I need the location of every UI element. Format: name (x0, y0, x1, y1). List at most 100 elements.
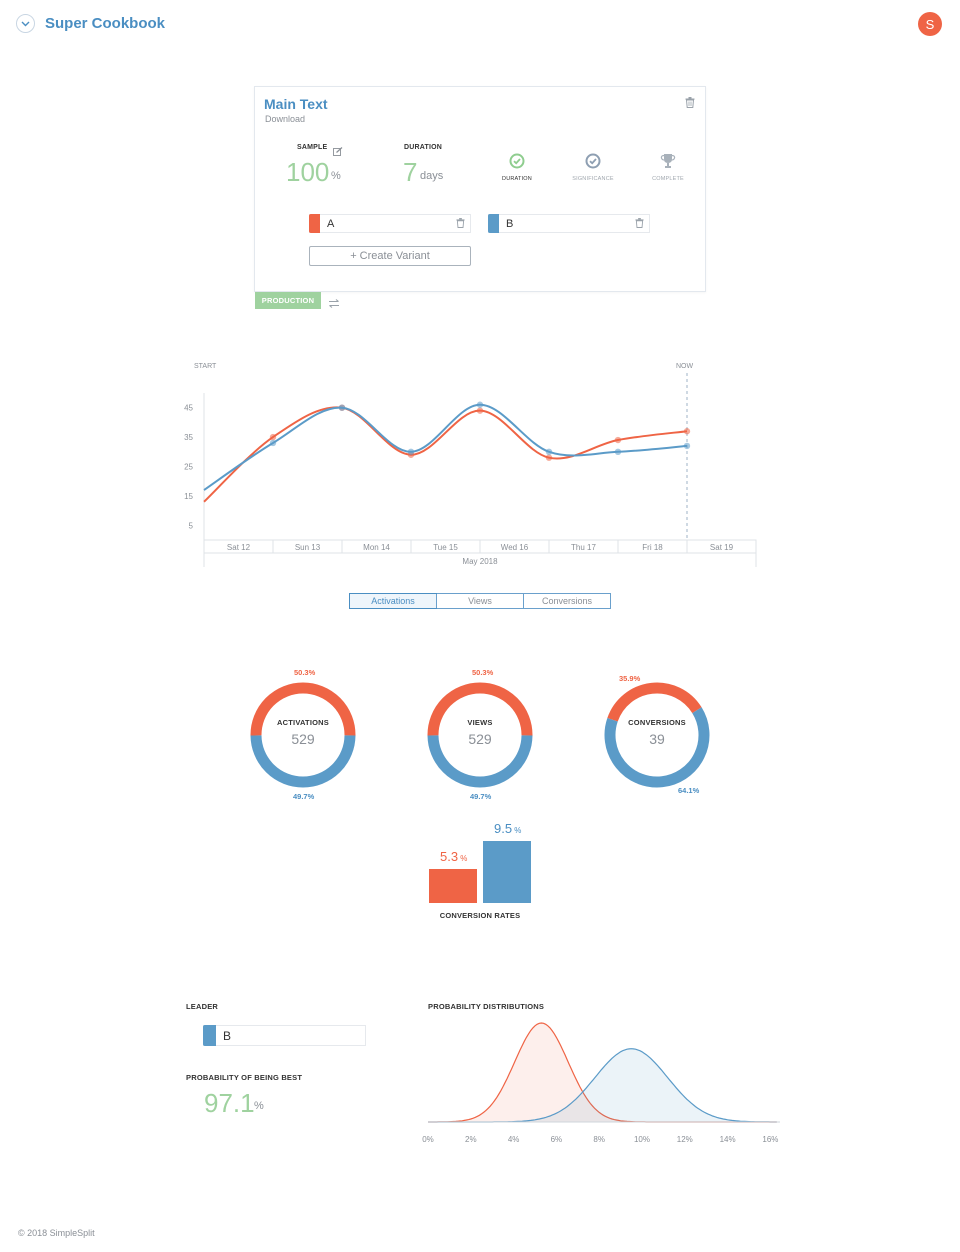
duration-label: DURATION (404, 144, 443, 151)
conversion-rates-title: CONVERSION RATES (439, 911, 521, 920)
step-complete-label: COMPLETE (652, 176, 684, 182)
variant-row-a[interactable]: A (309, 214, 471, 233)
delete-variant-a-button[interactable] (456, 215, 465, 233)
environment-badge[interactable]: PRODUCTION (255, 292, 321, 309)
variant-a-name: A (327, 217, 335, 230)
delete-variant-b-button[interactable] (635, 215, 644, 233)
metric-tabs: Activations Views Conversions (349, 593, 611, 609)
x-axis: Sat 12 Sun 13 Mon 14 Tue 15 Wed 16 Thu 17 Fri … (203, 539, 757, 567)
experiment-card: Main Text Download SAMPLE 100 % DURATION… (254, 86, 706, 292)
series-point-b[interactable] (614, 448, 622, 455)
activations-donut: 50.3% ACTIVATIONS 529 49.7% (248, 668, 358, 801)
duration-value: 7 (403, 157, 418, 187)
trash-icon (635, 217, 644, 228)
x-tick-label: Thu 17 (571, 543, 596, 552)
series-point-a[interactable] (614, 436, 622, 444)
edit-icon (333, 147, 343, 156)
donut-title: CONVERSIONS (628, 718, 686, 727)
step-complete: COMPLETE (643, 153, 693, 182)
x-tick-label: Mon 14 (363, 543, 390, 552)
series-point-b[interactable] (407, 448, 415, 455)
x-tick-label: Fri 18 (642, 543, 663, 552)
tab-conversions[interactable]: Conversions (523, 594, 610, 608)
app-title[interactable]: Super Cookbook (45, 15, 166, 32)
x-tick-label: Sat 12 (227, 543, 251, 552)
donut-b-percent: 49.7% (293, 792, 315, 801)
donut-slice-b (427, 735, 533, 788)
x-tick-label: Wed 16 (501, 543, 529, 552)
create-variant-button[interactable]: + Create Variant (309, 246, 471, 266)
y-tick-label: 45 (184, 404, 193, 413)
collapse-toggle[interactable] (16, 14, 35, 33)
tab-activations[interactable]: Activations (349, 593, 437, 609)
views-donut-ring (427, 682, 533, 788)
check-circle-icon (509, 153, 525, 169)
series-lines (203, 401, 691, 503)
distribution-x-tick: 8% (593, 1135, 605, 1144)
sample-value: 100 (286, 157, 330, 187)
step-duration-label: DURATION (502, 176, 532, 182)
donut-title: VIEWS (467, 718, 493, 727)
tab-views[interactable]: Views (436, 594, 523, 608)
conversion-bar-b (483, 841, 531, 903)
avatar[interactable]: S (918, 12, 942, 36)
distribution-x-tick: 6% (551, 1135, 563, 1144)
series-point-b[interactable] (683, 442, 691, 450)
step-duration: DURATION (492, 153, 542, 182)
donut-slice-b (250, 735, 356, 788)
y-tick-label: 5 (189, 521, 194, 530)
variant-row-b[interactable]: B (488, 214, 650, 233)
series-point-a[interactable] (683, 428, 691, 435)
donut-a-percent: 35.9% (619, 674, 641, 683)
series-point-a[interactable] (545, 454, 553, 461)
experiment-title: Main Text (264, 96, 328, 112)
leader-swatch (203, 1025, 216, 1046)
variant-b-name: B (506, 217, 514, 230)
footer-copyright: © 2018 SimpleSplit (18, 1228, 95, 1238)
y-tick-label: 15 (184, 492, 193, 501)
duration-unit: days (420, 170, 444, 182)
series-point-b[interactable] (269, 439, 277, 447)
conversion-bar-label-a: 5.3 % (440, 848, 468, 864)
series-point-b[interactable] (338, 404, 346, 411)
series-point-b[interactable] (545, 448, 553, 455)
probability-best-label: PROBABILITY OF BEING BEST (186, 1073, 303, 1082)
donut-slice-a (427, 682, 533, 736)
conversion-bar-a (429, 868, 477, 903)
donut-slice-a (607, 682, 702, 722)
series-line-a (203, 406, 688, 503)
donut-b-percent: 64.1% (678, 786, 700, 795)
donut-title: ACTIVATIONS (277, 718, 329, 727)
activations-donut-ring (250, 682, 356, 788)
swap-environment-button[interactable] (328, 295, 340, 313)
series-point-b[interactable] (476, 401, 484, 408)
y-axis-ticks: 5 15 25 35 45 (184, 404, 193, 531)
x-tick-label: Tue 15 (433, 543, 458, 552)
views-donut: 50.3% VIEWS 529 49.7% (425, 668, 535, 801)
donut-total: 529 (468, 731, 492, 747)
distribution-x-tick: 12% (677, 1135, 693, 1144)
edit-sample-button[interactable] (333, 143, 343, 161)
distribution-x-tick: 14% (720, 1135, 736, 1144)
line-chart: START NOW 5 15 25 35 45 Sat 12 Sun 13 Mon 14 Tu… (184, 363, 757, 567)
x-tick-label: Sun 13 (295, 543, 321, 552)
distribution-area-a (428, 1023, 777, 1122)
donut-a-percent: 50.3% (294, 668, 316, 677)
distribution-x-tick: 0% (422, 1135, 434, 1144)
series-point-a[interactable] (269, 433, 277, 441)
leader-label: LEADER (186, 1002, 219, 1011)
x-tick-label: Sat 19 (710, 543, 734, 552)
distribution-x-tick: 2% (465, 1135, 477, 1144)
delete-experiment-button[interactable] (685, 95, 695, 113)
distribution-x-tick: 10% (634, 1135, 650, 1144)
distribution-x-tick: 16% (762, 1135, 778, 1144)
chart-now-marker: NOW (676, 363, 694, 370)
distribution-x-tick: 4% (508, 1135, 520, 1144)
sample-unit: % (331, 170, 341, 182)
sample-label: SAMPLE (297, 144, 328, 151)
y-tick-label: 35 (184, 433, 193, 442)
conversion-bar-label-b: 9.5 % (494, 821, 522, 837)
distributions-title: PROBABILITY DISTRIBUTIONS (428, 1002, 545, 1011)
trash-icon (685, 97, 695, 108)
series-point-a[interactable] (476, 407, 484, 414)
